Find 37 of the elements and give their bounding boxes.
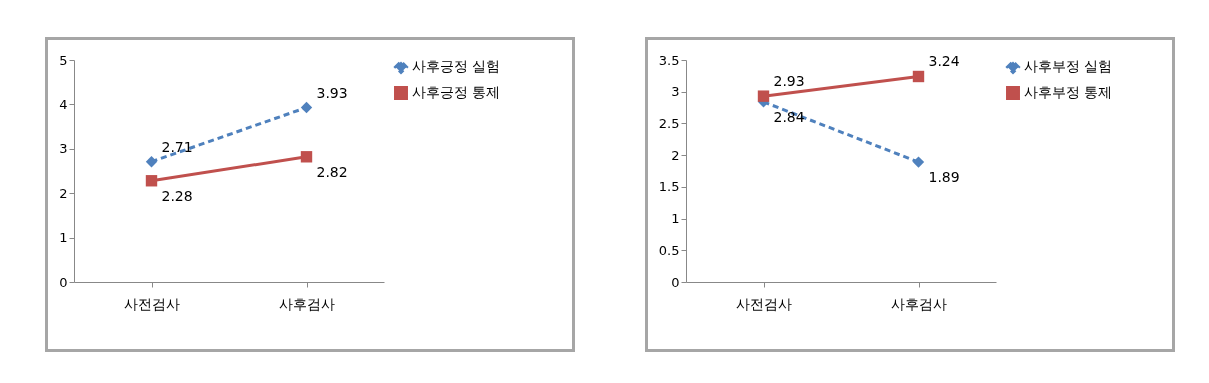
y-tick-label: 5 [59, 52, 68, 68]
point [145, 175, 158, 187]
x-tick-label: 사전검사 [736, 295, 792, 312]
y-tick-label: 1.5 [658, 179, 680, 195]
data-label: 3.93 [316, 84, 348, 101]
y-tick-label: 1 [671, 211, 680, 227]
data-label: 2.28 [161, 187, 193, 204]
x-tick-label: 사전검사 [124, 295, 180, 312]
legend-label: 사후부정 실험 [1024, 58, 1113, 74]
y-tick-label: 3 [671, 84, 680, 100]
data-label: 2.84 [773, 108, 805, 125]
point [300, 101, 313, 114]
data-label: 2.71 [161, 138, 193, 155]
y-tick-label: 2 [671, 147, 680, 163]
y-tick-label: 1 [59, 230, 68, 246]
y-tick-label: 3.5 [658, 52, 680, 68]
y-tick-label: 0 [671, 274, 680, 290]
point [300, 151, 313, 163]
point [912, 70, 925, 83]
y-tick-label: 2.5 [658, 115, 680, 131]
x-tick-label: 사후검사 [891, 295, 947, 312]
point [912, 156, 925, 168]
legend-label: 사후긍정 실험 [412, 58, 501, 74]
y-tick-label: 0.5 [658, 242, 680, 258]
point [145, 155, 158, 168]
data-label: 1.89 [928, 169, 960, 186]
legend-label: 사후긍정 통제 [412, 84, 501, 100]
x-tick-label: 사후검사 [279, 295, 335, 312]
data-label: 3.24 [928, 53, 960, 70]
data-label: 2.82 [316, 163, 348, 180]
y-tick-label: 3 [59, 141, 68, 157]
data-label: 2.93 [773, 73, 805, 90]
y-tick-label: 2 [59, 185, 68, 201]
point [757, 90, 770, 102]
y-tick-label: 0 [59, 274, 68, 290]
y-tick-label: 4 [59, 96, 68, 112]
legend-label: 사후부정 통제 [1024, 84, 1113, 100]
